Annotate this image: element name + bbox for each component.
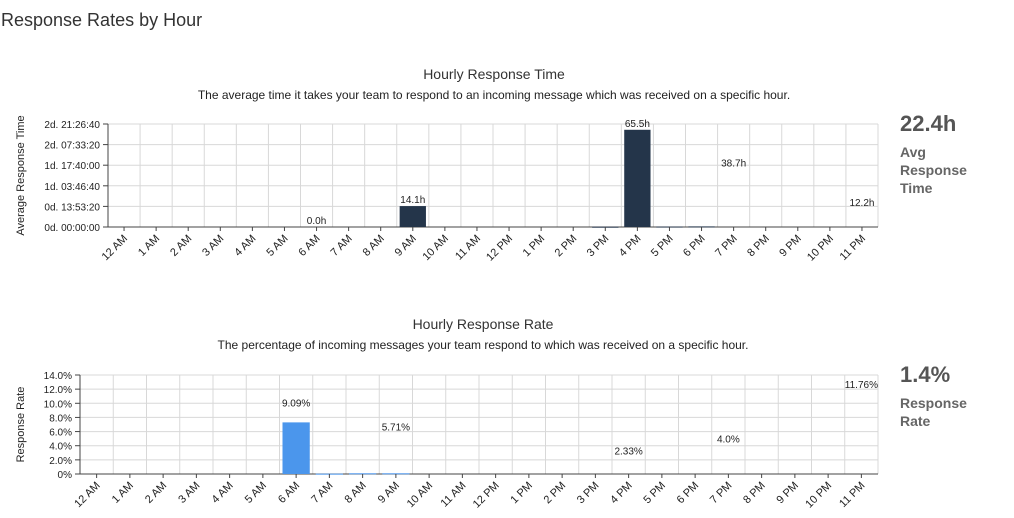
x-tick-label: 11 PM	[837, 480, 867, 510]
chart-subtitle: The average time it takes your team to r…	[198, 88, 790, 102]
bar	[348, 473, 377, 475]
page-title: Response Rates by Hour	[1, 10, 203, 30]
y-tick-label: 8.0%	[49, 413, 72, 424]
y-tick-label: 10.0%	[44, 399, 72, 410]
data-label: 9.09%	[282, 399, 310, 410]
y-tick-label: 0%	[58, 470, 73, 481]
x-tick-label: 9 PM	[774, 480, 801, 507]
x-tick-label: 9 AM	[376, 480, 402, 506]
y-tick-label: 4.0%	[49, 442, 72, 453]
x-tick-label: 2 PM	[542, 480, 569, 507]
x-tick-label: 4 PM	[608, 480, 635, 507]
y-tick-label: 2d. 21:26:40	[44, 120, 100, 131]
y-axis-label: Response Rate	[15, 387, 27, 463]
x-tick-label: 10 AM	[405, 480, 436, 511]
avg-response-time-label: Avg Response Time	[900, 144, 967, 196]
y-tick-label: 14.0%	[44, 371, 72, 382]
avg-response-time-value: 22.4h	[900, 111, 957, 136]
x-tick-label: 1 PM	[508, 480, 535, 507]
x-tick-label: 7 AM	[309, 480, 335, 506]
response-rate-chart: Hourly Response Rate The percentage of in…	[15, 316, 879, 511]
bar	[399, 206, 426, 227]
y-tick-label: 6.0%	[49, 428, 72, 439]
y-tick-label: 0d. 13:53:20	[44, 202, 100, 213]
x-tick-label: 12 AM	[72, 480, 103, 511]
response-rate-label: Response Rate	[900, 395, 967, 429]
chart-subtitle: The percentage of incoming messages your…	[218, 338, 749, 352]
x-tick-label: 1 AM	[110, 480, 136, 506]
data-label: 14.1h	[400, 195, 425, 206]
y-tick-label: 12.0%	[44, 385, 72, 396]
y-tick-label: 2d. 07:33:20	[44, 141, 100, 152]
x-tick-label: 12 PM	[471, 480, 502, 511]
y-axis-label: Average Response Time	[15, 115, 27, 235]
bar	[624, 129, 651, 227]
avg-response-time-summary: 22.4h Avg Response Time	[900, 111, 980, 197]
x-tick-label: 10 PM	[803, 480, 834, 511]
chart-title: Hourly Response Time	[423, 66, 565, 82]
data-label: 12.2h	[849, 198, 874, 209]
response-time-chart: Hourly Response Time The average time it …	[15, 66, 879, 264]
x-tick-label: 6 PM	[675, 480, 702, 507]
x-tick-label: 8 AM	[343, 480, 369, 506]
x-tick-label: 4 AM	[210, 480, 236, 506]
x-tick-label: 6 AM	[276, 480, 302, 506]
data-label: 5.71%	[382, 423, 410, 434]
bar	[688, 226, 715, 228]
chart-title: Hourly Response Rate	[413, 316, 554, 332]
x-tick-label: 3 AM	[176, 480, 202, 506]
response-rate-summary: 1.4% Response Rate	[900, 362, 980, 430]
x-tick-label: 2 AM	[143, 480, 169, 506]
x-tick-label: 8 PM	[741, 480, 768, 507]
x-tick-label: 3 PM	[575, 480, 602, 507]
data-label: 2.33%	[614, 447, 642, 458]
bar	[282, 422, 310, 474]
y-tick-label: 0d. 00:00:00	[44, 223, 100, 234]
data-label: 4.0%	[717, 435, 740, 446]
data-label: 65.5h	[625, 119, 650, 130]
x-tick-label: 5 AM	[243, 480, 269, 506]
x-tick-label: 5 PM	[641, 480, 668, 507]
y-tick-label: 2.0%	[49, 456, 72, 467]
bar	[382, 473, 410, 475]
x-tick-label: 11 AM	[439, 480, 469, 510]
y-tick-label: 1d. 17:40:00	[44, 161, 100, 172]
data-label: 11.76%	[845, 380, 878, 391]
data-label: 38.7h	[721, 159, 746, 170]
data-label: 0.0h	[307, 216, 326, 227]
response-rate-value: 1.4%	[900, 362, 951, 387]
x-tick-label: 7 PM	[708, 480, 735, 507]
y-tick-label: 1d. 03:46:40	[44, 182, 100, 193]
